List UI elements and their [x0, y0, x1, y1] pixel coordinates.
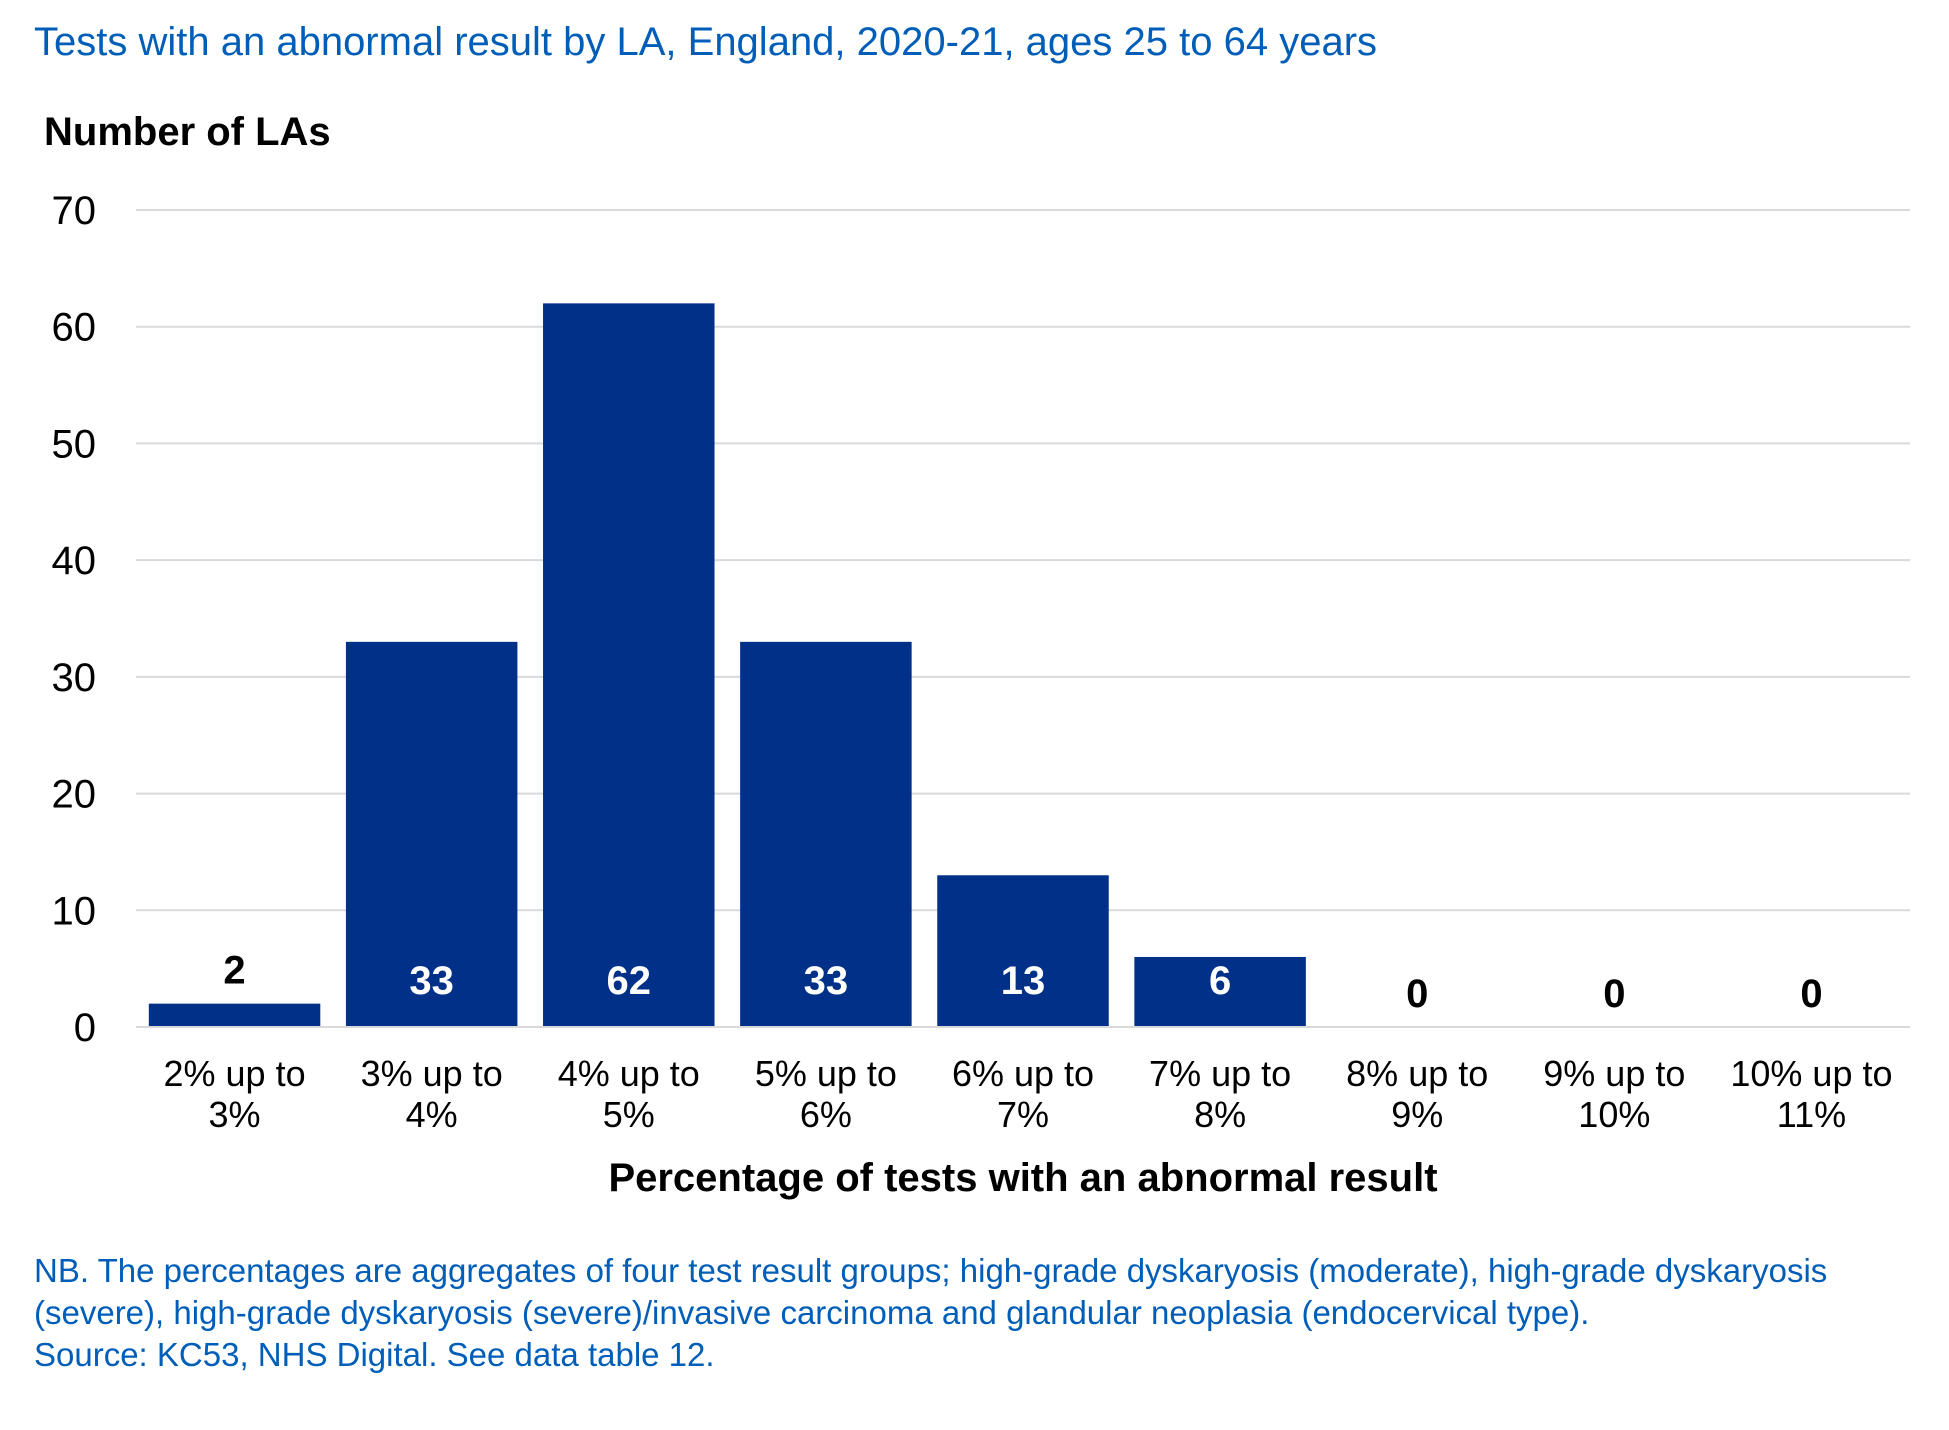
data-label: 33 [409, 959, 454, 1003]
y-tick-label: 10 [52, 889, 97, 933]
y-tick-label: 30 [52, 656, 97, 700]
bar [1134, 956, 1306, 1027]
x-tick-label: 7% up to [1149, 1053, 1291, 1094]
data-label: 33 [804, 959, 849, 1003]
x-tick-label: 4% [406, 1094, 458, 1135]
x-tick-label: 9% up to [1543, 1053, 1685, 1094]
y-tick-label: 0 [74, 1006, 96, 1050]
y-tick-label: 20 [52, 773, 97, 817]
data-label: 2 [223, 949, 245, 993]
data-label: 6 [1209, 959, 1231, 1003]
x-tick-label: 11% [1777, 1094, 1846, 1135]
y-tick-label: 40 [52, 539, 97, 583]
data-label: 62 [607, 959, 652, 1003]
bar [148, 1003, 321, 1027]
x-axis-title: Percentage of tests with an abnormal res… [608, 1156, 1437, 1200]
x-tick-label: 3% [209, 1094, 261, 1135]
nb-note: NB. The percentages are aggregates of fo… [34, 1252, 1828, 1331]
x-tick-label: 10% [1578, 1094, 1650, 1135]
data-label: 0 [1406, 972, 1428, 1016]
y-axis-title: Number of LAs [44, 110, 331, 154]
x-tick-label: 5% [603, 1094, 655, 1135]
data-label: 0 [1603, 972, 1625, 1016]
bar [740, 641, 912, 1027]
chart-title: Tests with an abnormal result by LA, Eng… [34, 20, 1378, 64]
data-label: 0 [1800, 972, 1822, 1016]
data-label: 13 [1001, 959, 1046, 1003]
x-tick-label: 8% [1194, 1094, 1246, 1135]
y-tick-label: 50 [52, 422, 97, 466]
bar [345, 641, 518, 1027]
y-tick-label: 70 [52, 189, 97, 233]
x-tick-label: 5% up to [755, 1053, 897, 1094]
x-tick-label: 8% up to [1346, 1053, 1488, 1094]
x-tick-label: 2% up to [164, 1053, 306, 1094]
bar [937, 875, 1109, 1027]
x-tick-label: 7% [997, 1094, 1049, 1135]
x-tick-label: 6% up to [952, 1053, 1094, 1094]
source-note: Source: KC53, NHS Digital. See data tabl… [34, 1336, 715, 1373]
bar [543, 303, 715, 1027]
x-tick-label: 6% [800, 1094, 852, 1135]
x-tick-label: 10% up to [1730, 1053, 1892, 1094]
chart-notes: NB. The percentages are aggregates of fo… [34, 1250, 1914, 1376]
x-tick-label: 9% [1391, 1094, 1443, 1135]
x-tick-label: 3% up to [361, 1053, 503, 1094]
y-tick-label: 60 [52, 306, 97, 350]
x-tick-label: 4% up to [558, 1053, 700, 1094]
